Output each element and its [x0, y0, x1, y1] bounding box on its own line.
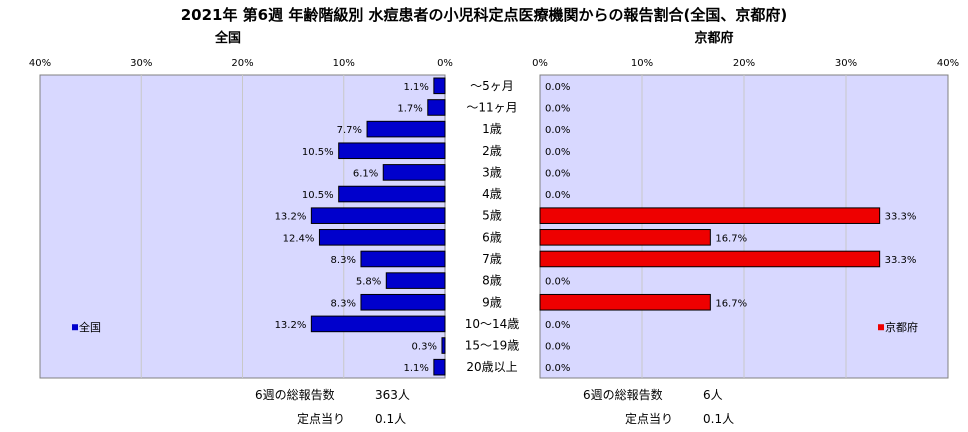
category-label: 3歳 [482, 165, 502, 179]
national-tick-label: 40% [29, 58, 51, 69]
national-per-label: 定点当り [297, 412, 346, 426]
kyoto-legend-label: 京都府 [885, 320, 918, 334]
kyoto-per-value: 0.1人 [703, 412, 735, 426]
national-legend-label: 全国 [79, 320, 101, 334]
national-total-label: 6週の総報告数 [255, 388, 335, 402]
national-data-label: 5.8% [356, 277, 381, 288]
national-bar [360, 250, 446, 268]
kyoto-tick-label: 0% [532, 58, 548, 69]
kyoto-bar [539, 207, 881, 224]
kyoto-data-label: 0.0% [545, 363, 570, 374]
national-data-label: 8.3% [331, 255, 356, 266]
kyoto-total-label: 6週の総報告数 [583, 388, 663, 402]
kyoto-data-label: 0.0% [545, 190, 570, 201]
category-label: 1歳 [482, 122, 502, 136]
national-data-label: 13.2% [275, 212, 307, 223]
category-label: 10～14歳 [465, 317, 520, 331]
national-data-label: 1.7% [397, 103, 422, 114]
national-tick-label: 0% [437, 58, 453, 69]
category-label: 2歳 [482, 144, 502, 158]
category-label: 5歳 [482, 209, 502, 223]
national-bar [318, 229, 446, 246]
category-label: 15～19歳 [465, 339, 520, 353]
category-label: ～11ヶ月 [466, 100, 517, 114]
kyoto-tick-label: 40% [937, 58, 959, 69]
kyoto-tick-label: 10% [631, 58, 653, 69]
category-label: 4歳 [482, 187, 502, 201]
national-tick-label: 30% [130, 58, 152, 69]
national-per-value: 0.1人 [375, 412, 407, 426]
kyoto-data-label: 0.0% [545, 168, 570, 179]
national-legend-swatch [72, 324, 78, 331]
kyoto-data-label: 0.0% [545, 103, 570, 114]
kyoto-data-label: 0.0% [545, 320, 570, 331]
kyoto-tick-label: 30% [835, 58, 857, 69]
kyoto-bar [539, 293, 711, 311]
kyoto-total-value: 6人 [703, 388, 723, 402]
national-panel-title: 全国 [214, 30, 241, 46]
national-data-label: 8.3% [331, 298, 356, 309]
national-tick-label: 20% [231, 58, 253, 69]
kyoto-data-label: 16.7% [715, 298, 747, 309]
national-bar [360, 293, 446, 311]
kyoto-data-label: 33.3% [885, 255, 917, 266]
category-label: 6歳 [482, 230, 502, 244]
kyoto-per-label: 定点当り [625, 412, 674, 426]
kyoto-data-label: 33.3% [885, 212, 917, 223]
national-data-label: 13.2% [275, 320, 307, 331]
category-label: 9歳 [482, 295, 502, 309]
category-label: 7歳 [482, 252, 502, 266]
category-label: 8歳 [482, 274, 502, 288]
national-tick-label: 10% [333, 58, 355, 69]
kyoto-data-label: 0.0% [545, 342, 570, 353]
kyoto-bar [539, 250, 881, 268]
category-label: ～5ヶ月 [470, 79, 514, 93]
chart-title: 2021年 第6週 年齢階級別 水痘患者の小児科定点医療機関からの報告割合(全国… [180, 6, 788, 24]
national-data-label: 6.1% [353, 168, 378, 179]
national-data-label: 12.4% [283, 233, 315, 244]
kyoto-tick-label: 20% [733, 58, 755, 69]
national-bar [366, 120, 446, 138]
kyoto-bar [539, 229, 711, 246]
national-data-label: 1.1% [403, 363, 428, 374]
national-bar [310, 207, 446, 224]
kyoto-data-label: 16.7% [715, 233, 747, 244]
national-data-label: 1.1% [403, 82, 428, 93]
category-label: 20歳以上 [466, 360, 517, 374]
national-data-label: 10.5% [302, 147, 334, 158]
kyoto-data-label: 0.0% [545, 82, 570, 93]
kyoto-data-label: 0.0% [545, 277, 570, 288]
kyoto-data-label: 0.0% [545, 147, 570, 158]
national-bar [433, 358, 446, 376]
national-bar [385, 272, 446, 289]
national-bar [310, 315, 446, 333]
national-bar [382, 164, 446, 181]
national-total-value: 363人 [375, 388, 410, 402]
national-data-label: 7.7% [337, 125, 362, 136]
national-data-label: 0.3% [412, 342, 437, 353]
kyoto-legend-swatch [878, 324, 884, 331]
kyoto-data-label: 0.0% [545, 125, 570, 136]
national-bar [433, 77, 446, 95]
national-bar [338, 185, 446, 203]
national-bar [441, 337, 446, 354]
national-bar [338, 142, 446, 160]
national-bar [427, 99, 446, 116]
national-data-label: 10.5% [302, 190, 334, 201]
kyoto-panel-title: 京都府 [694, 30, 733, 46]
